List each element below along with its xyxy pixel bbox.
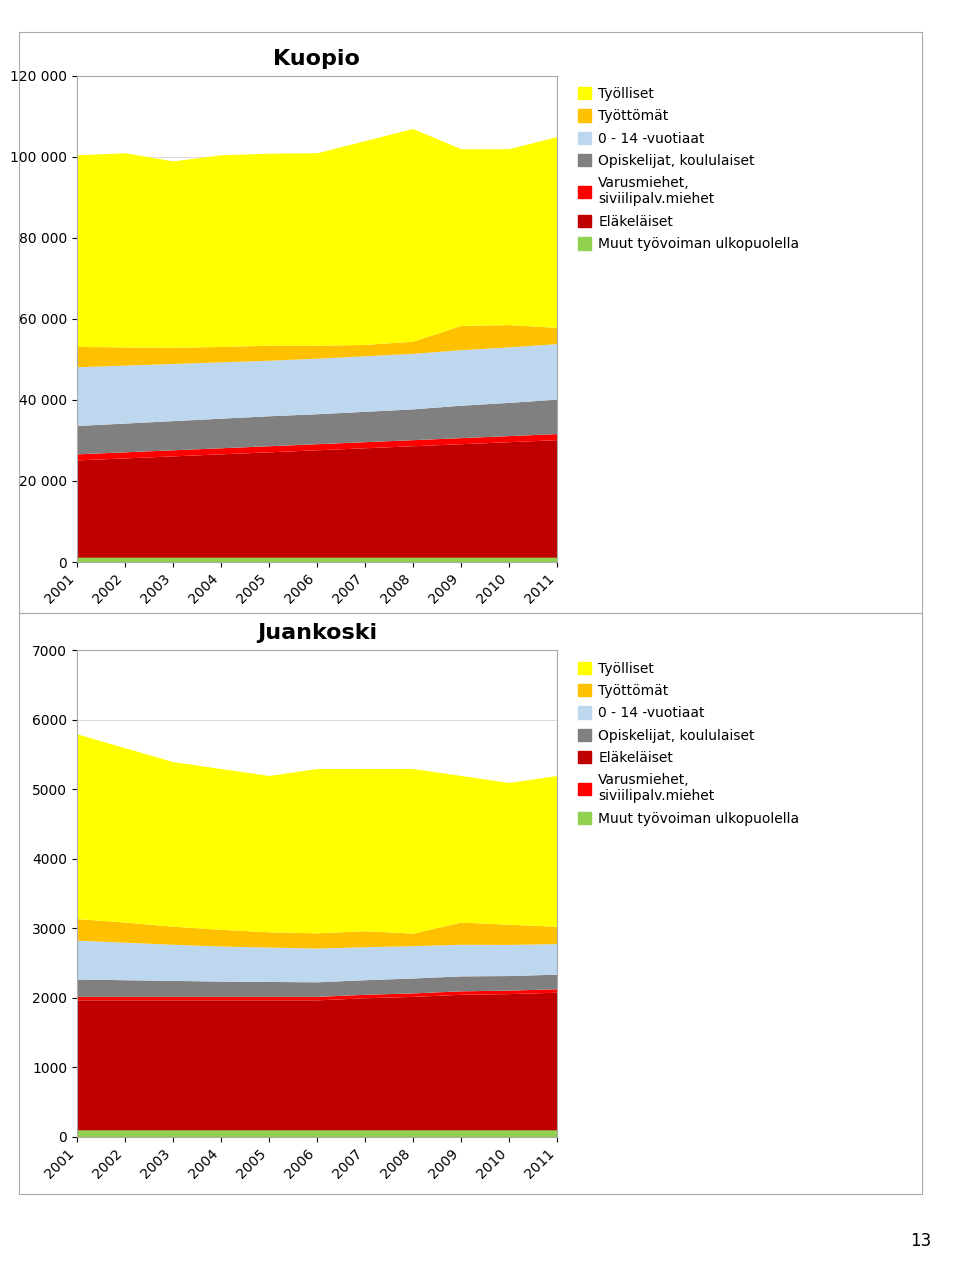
Title: Juankoski: Juankoski xyxy=(256,624,377,643)
Legend: Työlliset, Työttömät, 0 - 14 -vuotiaat, Opiskelijat, koululaiset, Eläkeläiset, V: Työlliset, Työttömät, 0 - 14 -vuotiaat, … xyxy=(573,657,804,830)
Text: 13: 13 xyxy=(910,1233,931,1250)
Title: Kuopio: Kuopio xyxy=(274,49,360,68)
Legend: Työlliset, Työttömät, 0 - 14 -vuotiaat, Opiskelijat, koululaiset, Varusmiehet,
s: Työlliset, Työttömät, 0 - 14 -vuotiaat, … xyxy=(573,82,804,255)
